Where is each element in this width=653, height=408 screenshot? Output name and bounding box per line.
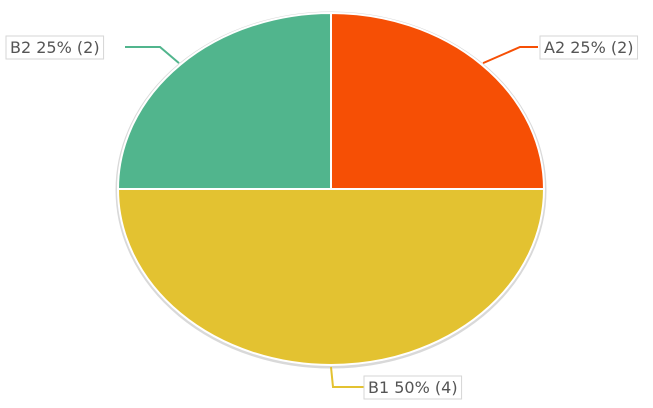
- labels-layer: A2 25% (2) B1 50% (4) B2 25% (2): [5, 35, 639, 400]
- label-group-a2: A2 25% (2): [482, 35, 639, 65]
- leader-line-a2: [482, 46, 538, 65]
- label-box-b2: [5, 35, 105, 60]
- data-label-b1: B1 50% (4): [368, 378, 458, 397]
- label-box-a2: [539, 35, 639, 60]
- leader-line-b2: [125, 46, 180, 64]
- pie-slice-b2[interactable]: [116, 11, 332, 190]
- slices-layer: [115, 11, 547, 369]
- pie-slice-b1[interactable]: [116, 188, 546, 366]
- data-label-a2: A2 25% (2): [544, 38, 634, 57]
- label-group-b2: B2 25% (2): [5, 35, 180, 64]
- leader-line-b1: [330, 366, 365, 388]
- label-group-b1: B1 50% (4): [330, 366, 463, 400]
- data-label-b2: B2 25% (2): [10, 38, 100, 57]
- label-box-b1: [363, 375, 463, 400]
- pie-slice-a2[interactable]: [330, 11, 546, 190]
